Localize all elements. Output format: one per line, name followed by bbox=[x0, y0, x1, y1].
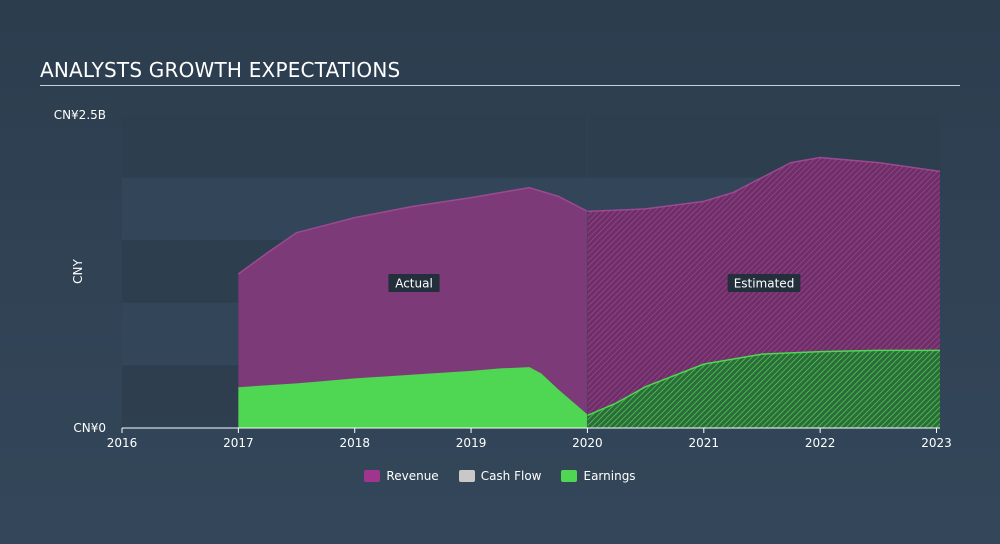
estimated-region-label: Estimated bbox=[727, 274, 801, 292]
x-tick-label: 2023 bbox=[921, 436, 952, 450]
y-tick-label-bottom: CN¥0 bbox=[73, 421, 106, 435]
x-tick-label: 2018 bbox=[339, 436, 370, 450]
earnings-actual-area bbox=[238, 367, 588, 428]
estimated-region-label-bg bbox=[727, 274, 801, 292]
x-tick-label: 2017 bbox=[223, 436, 254, 450]
legend-label-revenue: Revenue bbox=[386, 469, 439, 483]
legend-item-revenue[interactable]: Revenue bbox=[364, 469, 439, 483]
revenue-actual-area bbox=[238, 187, 588, 428]
earnings-line bbox=[238, 349, 940, 417]
x-axis: 2016 2017 2018 2019 2020 2021 2022 2023 bbox=[107, 427, 952, 450]
revenue-line bbox=[237, 156, 941, 275]
chart-title: ANALYSTS GROWTH EXPECTATIONS bbox=[40, 58, 401, 82]
series-areas bbox=[237, 115, 941, 428]
y-axis-label: CNY bbox=[71, 258, 85, 283]
x-tick-label: 2021 bbox=[689, 436, 720, 450]
y-tick-label-top: CN¥2.5B bbox=[54, 108, 106, 122]
legend-label-earnings: Earnings bbox=[583, 469, 636, 483]
actual-region-label-text: Actual bbox=[395, 277, 433, 291]
x-tick-label: 2022 bbox=[805, 436, 836, 450]
x-tick-label: 2016 bbox=[107, 436, 138, 450]
chart-labels: CN¥2.5B CN¥0 CNY Actual Estimated bbox=[54, 108, 801, 435]
legend-item-cash-flow[interactable]: Cash Flow bbox=[458, 469, 542, 483]
legend-swatch-revenue bbox=[364, 470, 381, 482]
legend: Revenue Cash Flow Earnings bbox=[0, 469, 1000, 483]
legend-label-cash-flow: Cash Flow bbox=[480, 469, 542, 483]
legend-swatch-earnings bbox=[561, 470, 578, 482]
legend-swatch-cash-flow bbox=[458, 470, 475, 482]
estimated-region-label-text: Estimated bbox=[734, 277, 795, 291]
title-divider bbox=[40, 85, 960, 86]
earnings-estimated-area bbox=[587, 350, 940, 428]
legend-item-earnings[interactable]: Earnings bbox=[561, 469, 636, 483]
actual-region-label: Actual bbox=[388, 274, 440, 292]
x-tick-label: 2020 bbox=[572, 436, 603, 450]
actual-region-label-bg bbox=[388, 274, 440, 292]
x-tick-label: 2019 bbox=[456, 436, 487, 450]
